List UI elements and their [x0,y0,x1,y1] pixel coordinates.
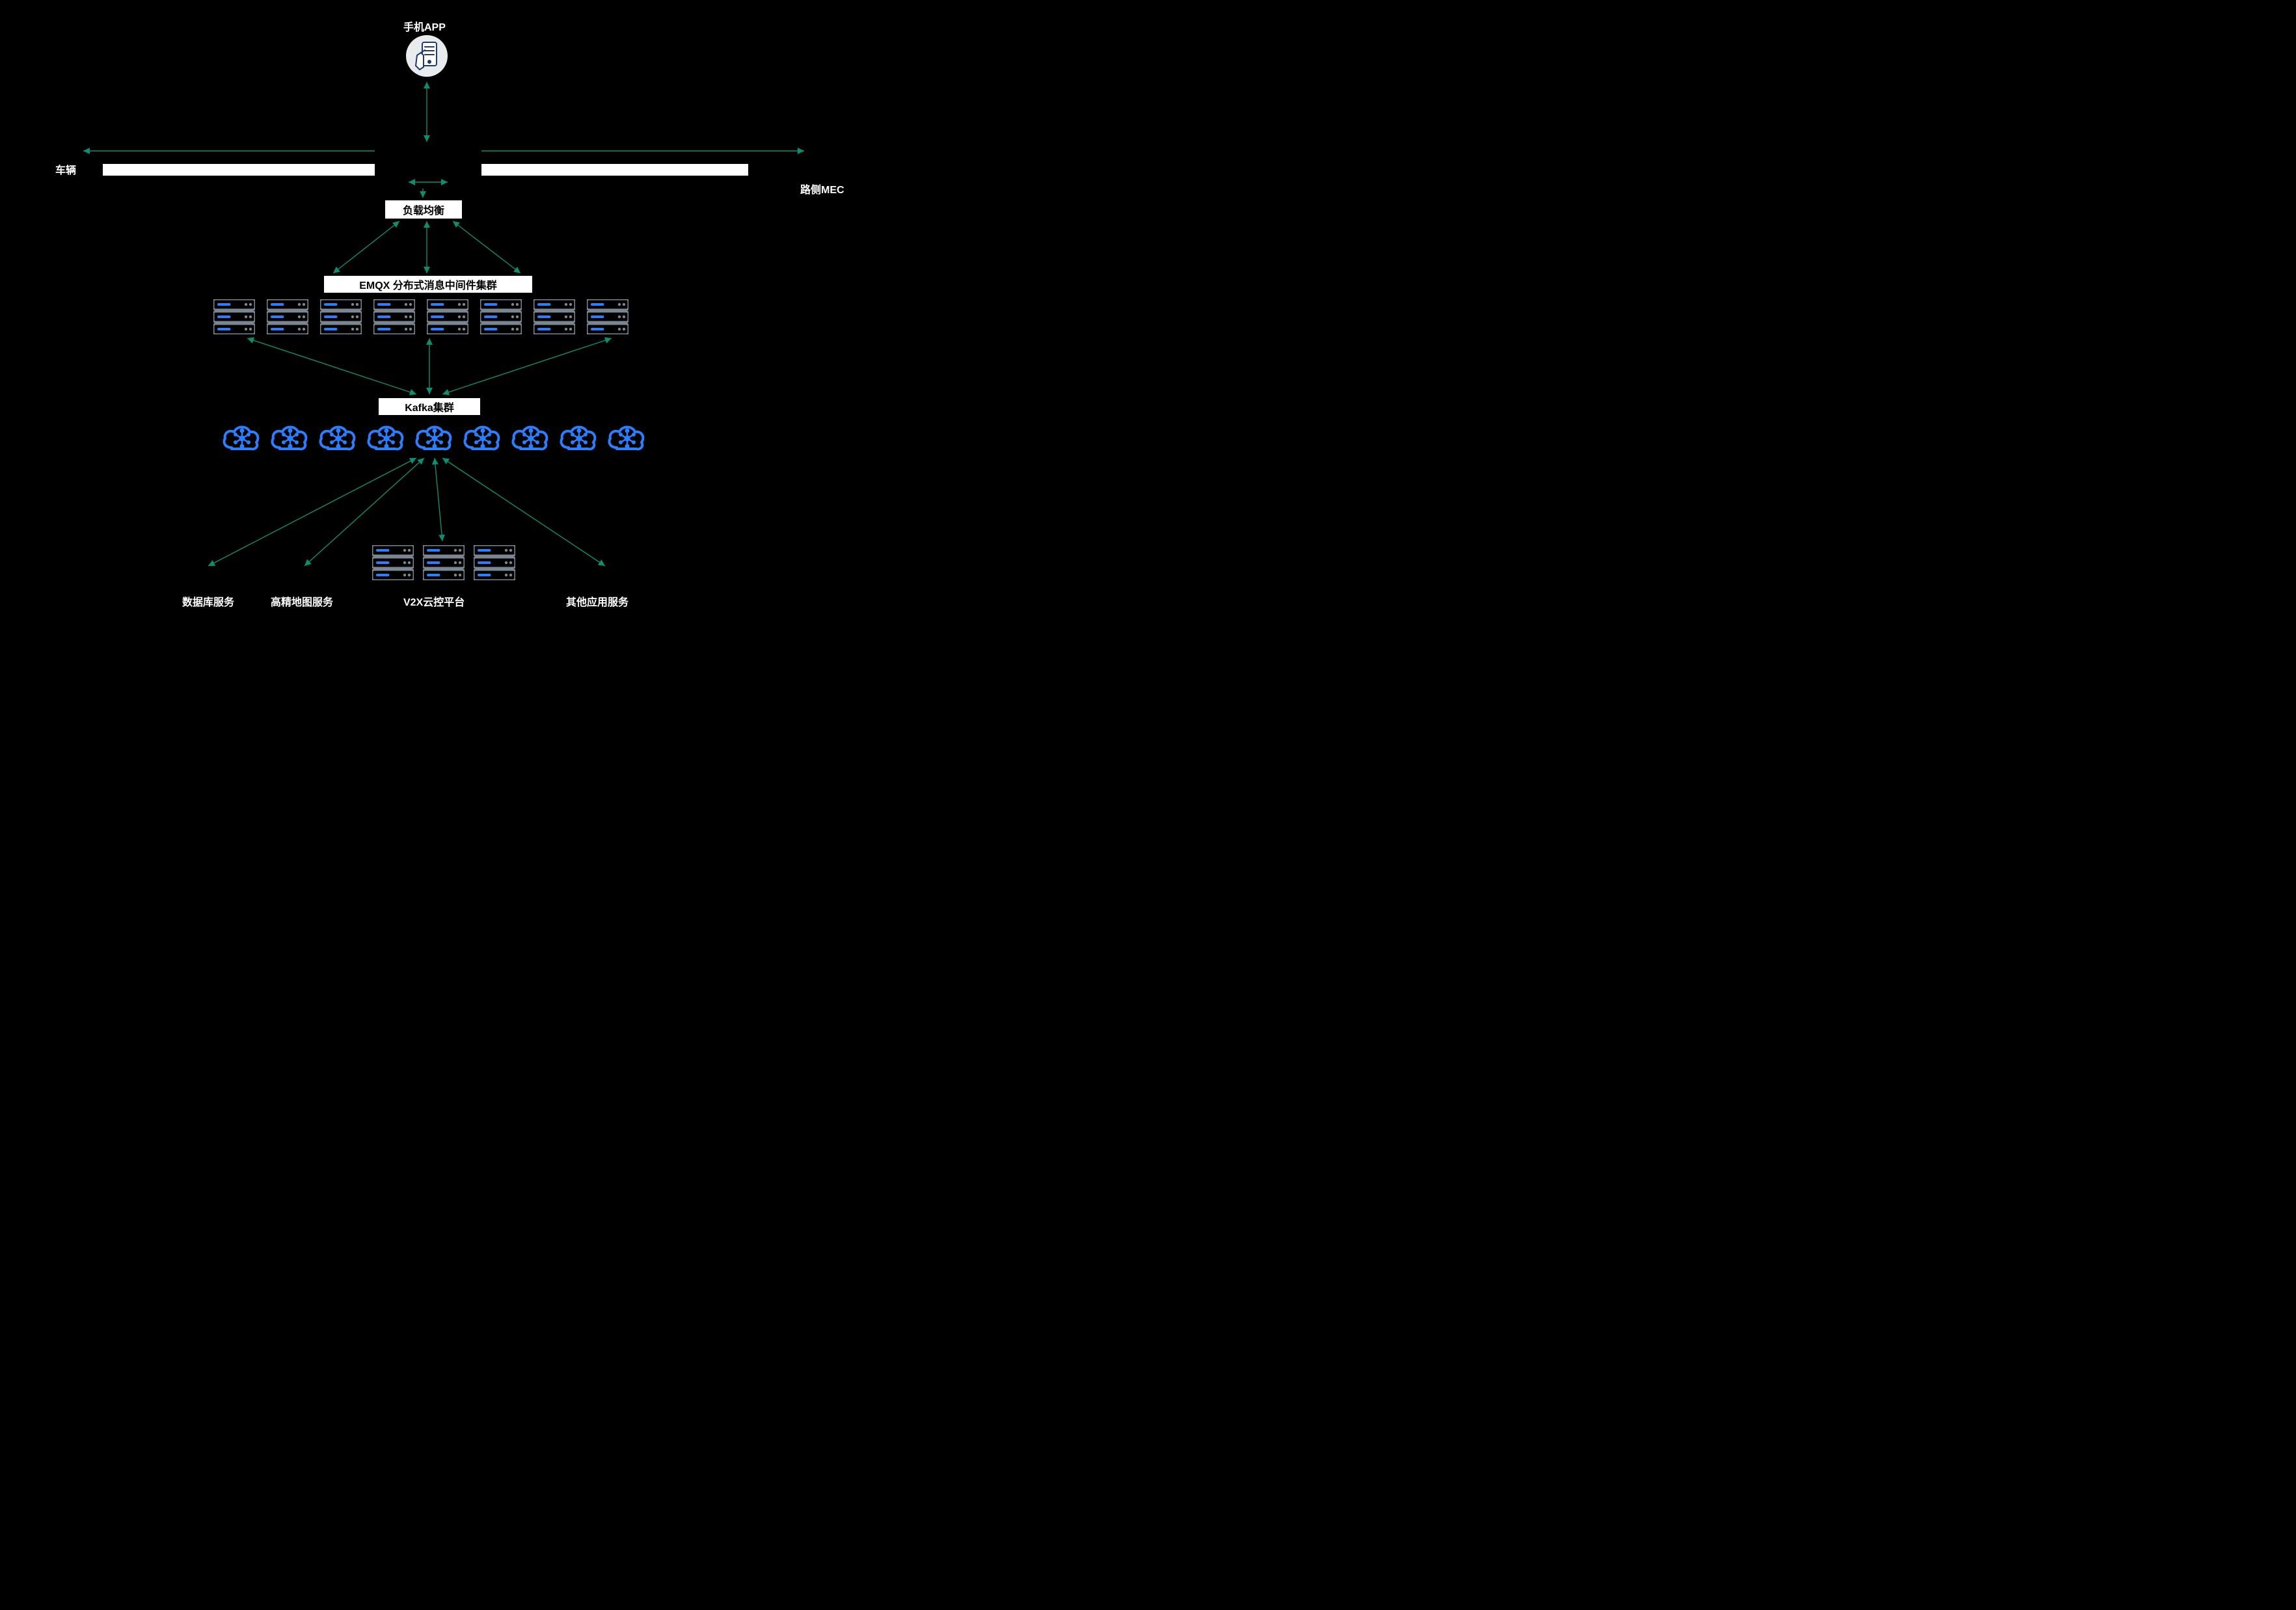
server-icon [587,299,628,338]
hd-map-label: 高精地图服务 [271,593,333,609]
server-icon [373,299,415,338]
server-icon [423,545,465,584]
kafka-icon [364,419,406,456]
v2x-server-row [372,545,515,584]
server-icon [427,299,468,338]
kafka-icon [268,419,310,456]
emqx-box: EMQX 分布式消息中间件集群 [324,276,532,293]
mec-label: 路侧MEC [800,181,844,196]
load-balance-box: 负载均衡 [385,200,462,219]
right-white-bar [481,164,748,176]
other-service-label: 其他应用服务 [566,593,628,609]
server-icon [533,299,575,338]
emqx-server-row [213,299,628,338]
kafka-icon [316,419,358,456]
kafka-icon [220,419,262,456]
kafka-icon [461,419,502,456]
server-icon [474,545,515,584]
v2x-label: V2X云控平台 [403,593,465,609]
kafka-icon [412,419,454,456]
phone-icon [406,35,448,77]
kafka-icon [557,419,599,456]
server-icon [320,299,362,338]
kafka-icon [605,419,647,456]
phone-app-label: 手机APP [403,18,446,34]
server-icon [213,299,255,338]
server-icon [480,299,522,338]
server-icon [267,299,308,338]
db-service-label: 数据库服务 [182,593,234,609]
kafka-row [220,419,647,456]
vehicle-label: 车辆 [55,161,76,177]
kafka-icon [509,419,550,456]
kafka-box: Kafka集群 [379,398,480,415]
left-white-bar [103,164,375,176]
server-icon [372,545,414,584]
